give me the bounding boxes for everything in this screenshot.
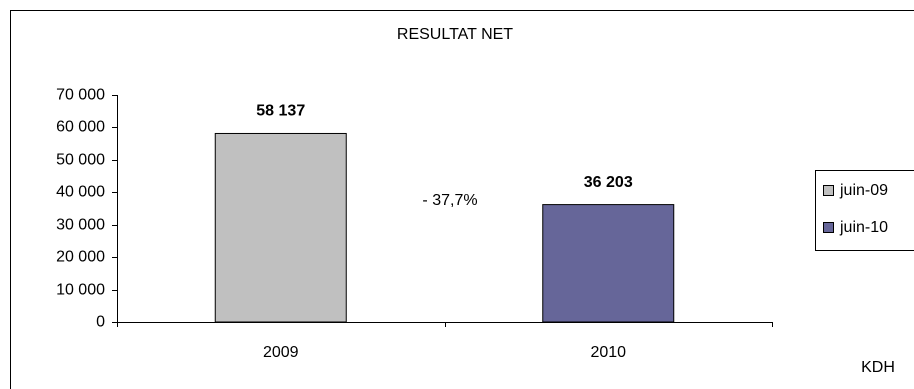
annotation: - 37,7% <box>422 192 477 209</box>
y-tick-label: 30 000 <box>56 217 105 234</box>
data-label: 58 137 <box>256 103 305 120</box>
x-tick-label: 2010 <box>590 344 626 361</box>
data-label: 36 203 <box>584 174 633 191</box>
legend-swatch <box>823 185 834 196</box>
legend-swatch <box>823 222 834 233</box>
legend-box <box>815 170 914 251</box>
x-tick-label: 2009 <box>263 344 299 361</box>
y-tick-label: 50 000 <box>56 152 105 169</box>
chart-title: RESULTAT NET <box>397 26 513 43</box>
unit-label: KDH <box>861 359 895 376</box>
y-tick-label: 40 000 <box>56 184 105 201</box>
y-tick-label: 60 000 <box>56 119 105 136</box>
chart-frame <box>10 10 914 389</box>
y-tick-label: 70 000 <box>56 87 105 104</box>
legend-label: juin-09 <box>839 182 888 199</box>
y-tick-label: 0 <box>96 314 105 331</box>
bar <box>214 132 347 323</box>
bar <box>542 204 675 323</box>
y-tick-label: 10 000 <box>56 282 105 299</box>
y-tick-label: 20 000 <box>56 249 105 266</box>
legend-label: juin-10 <box>839 219 888 236</box>
